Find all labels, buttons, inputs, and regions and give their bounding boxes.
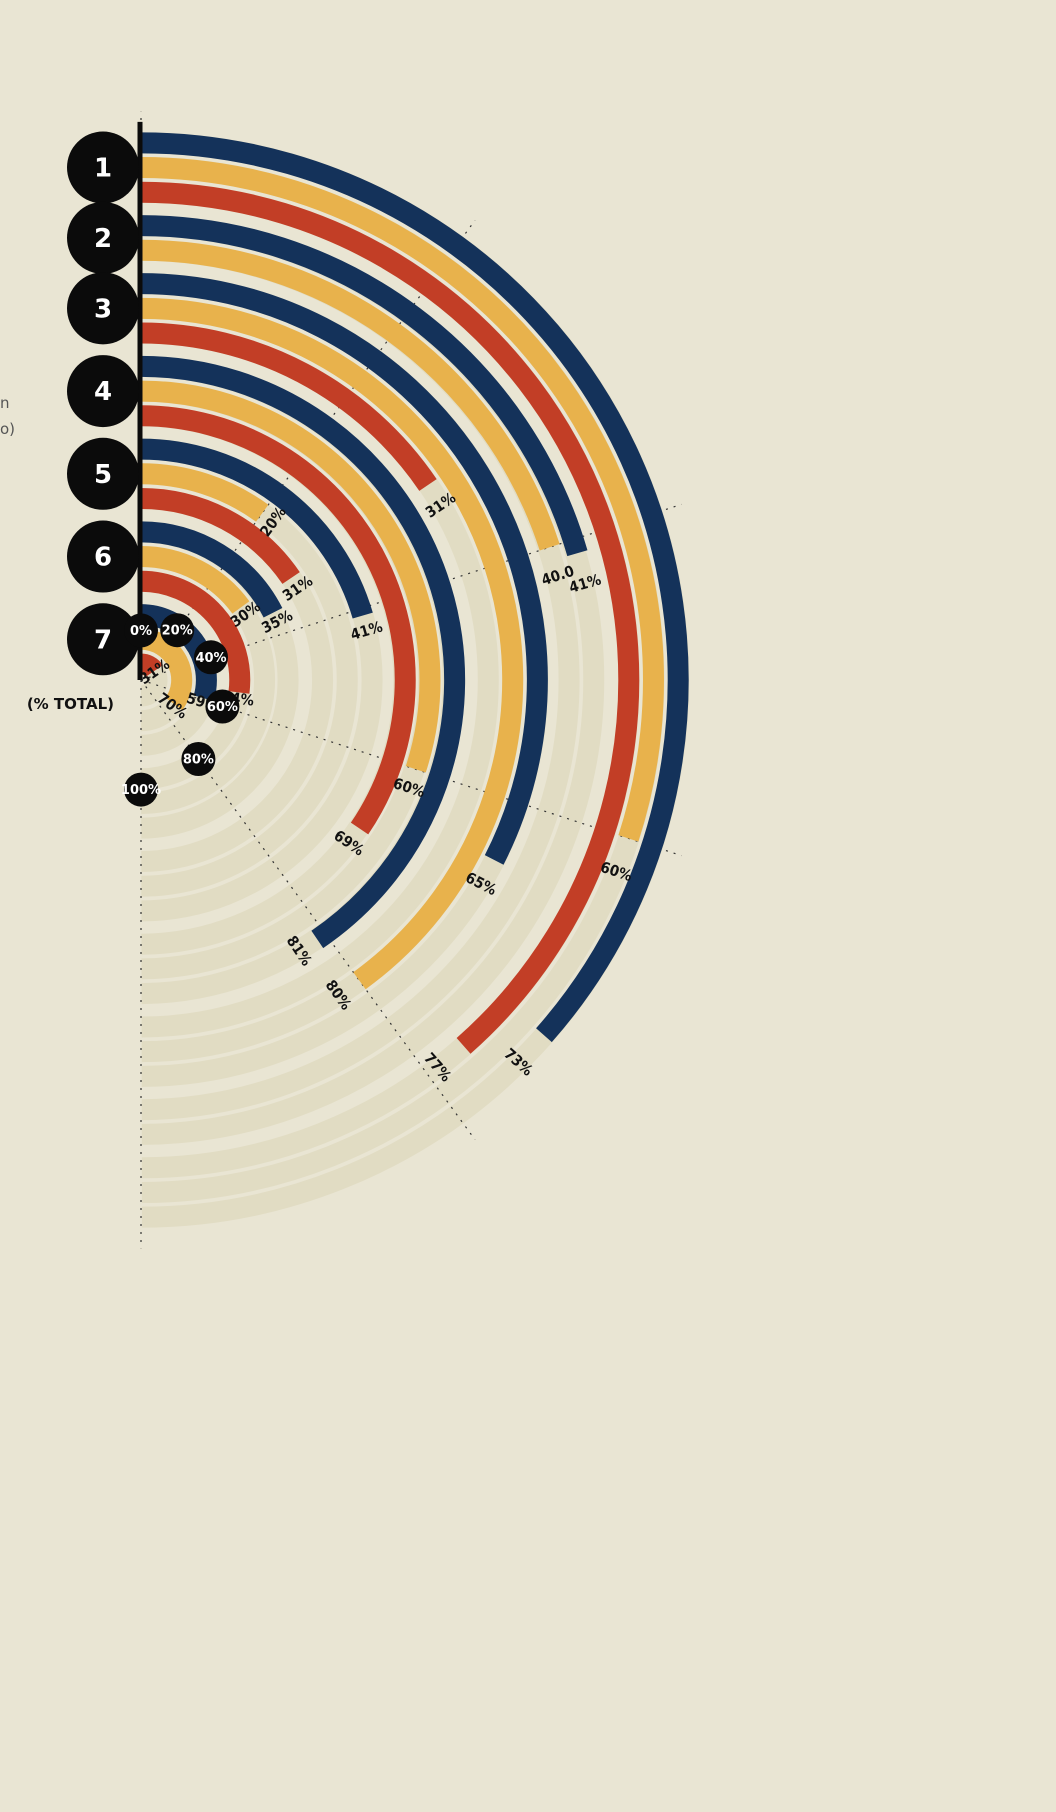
- scale-marker: [205, 689, 240, 724]
- bar-group-1-navy: [140, 132, 689, 1043]
- scale-guide-line: [140, 503, 682, 681]
- bar-group-4-navy: [140, 355, 466, 949]
- bar-group-6-gold: [140, 546, 250, 614]
- scale-guide-line: [140, 679, 476, 1141]
- scale-marker-label: 80%: [183, 753, 214, 768]
- scale-marker-label: 20%: [162, 624, 193, 639]
- scale-marker: [160, 613, 195, 648]
- group-badge: [67, 272, 139, 345]
- scale-marker-layer: 0% 20%40% 60% 80% 100%: [121, 613, 240, 807]
- group-number: 6: [94, 543, 112, 573]
- bar-group-4-gold: [140, 380, 441, 773]
- bar-group-1-red: [140, 181, 640, 1054]
- group-axis: 1 2 3 4 5 6 7: [67, 121, 143, 680]
- side-note-line-1: n: [0, 394, 10, 412]
- group-badge: [67, 437, 139, 510]
- bar-group-5-red: [140, 488, 300, 585]
- scale-marker: [124, 613, 158, 648]
- group-number: 3: [94, 294, 112, 324]
- bar-group-3-red: [140, 322, 437, 491]
- scale-marker: [124, 772, 158, 807]
- group-badge: [67, 520, 139, 593]
- group-number: 7: [94, 625, 112, 655]
- group-number: 2: [94, 224, 112, 254]
- scale-guide-line: [140, 219, 476, 681]
- bar-layer: [139, 132, 689, 1054]
- side-note-line-2: o): [0, 420, 15, 438]
- group-badge: [67, 355, 139, 428]
- scale-marker-label: 60%: [207, 700, 238, 715]
- bar-group-5-gold: [140, 463, 269, 522]
- scale-guide-line: [140, 679, 682, 857]
- bar-group-4-red: [140, 405, 416, 835]
- bar-group-2-navy: [140, 215, 588, 557]
- scale-marker: [194, 640, 228, 675]
- scale-marker-label: 100%: [121, 783, 161, 798]
- scale-marker-label: 40%: [195, 651, 226, 666]
- group-number: 1: [94, 154, 112, 184]
- bar-group-6-red: [140, 570, 251, 694]
- scale-marker: [181, 742, 216, 776]
- group-badge: [67, 131, 139, 204]
- bar-group-6-navy: [140, 521, 283, 618]
- bar-group-2-gold: [140, 239, 560, 551]
- bar-group-1-gold: [140, 157, 664, 842]
- group-number: 4: [94, 377, 112, 407]
- bar-group-3-gold: [140, 297, 524, 990]
- group-badge: [67, 201, 139, 274]
- bar-group-7-navy: [140, 604, 217, 702]
- bar-group-5-navy: [140, 438, 373, 619]
- axis-caption: (% TOTAL): [27, 695, 114, 713]
- group-number: 5: [94, 460, 112, 490]
- scale-marker-label: 0%: [130, 624, 152, 639]
- bar-group-3-navy: [140, 273, 548, 865]
- group-badge: [67, 603, 139, 676]
